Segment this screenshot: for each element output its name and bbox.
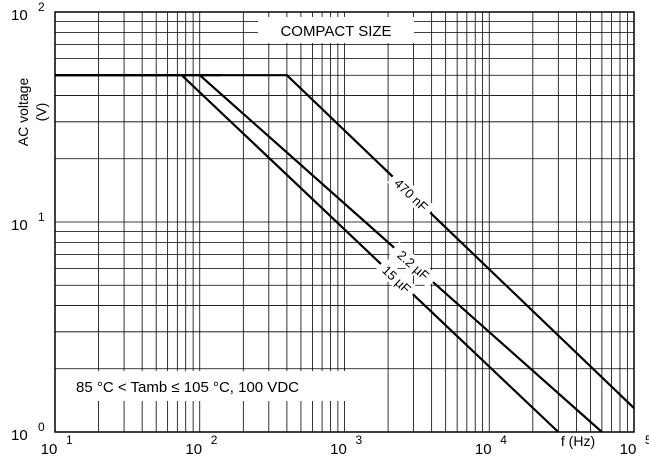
y-tick-label-0: 10 <box>11 427 28 444</box>
y-tick-label-1: 10 <box>11 217 28 234</box>
x-tick-exp-2: 3 <box>356 433 363 447</box>
x-tick-exp-0: 1 <box>66 433 73 447</box>
title-box-bg <box>258 17 414 43</box>
series-label-bg <box>387 170 436 219</box>
y-axis-label: AC voltage (V) <box>15 78 49 147</box>
annotation-bg <box>62 371 360 401</box>
y-tick-label-2: 10 <box>11 7 28 24</box>
x-tick-exp-1: 2 <box>211 433 218 447</box>
y-tick-exp-1: 1 <box>38 210 45 224</box>
series-label-bg <box>375 258 419 301</box>
x-tick-label-2: 10 <box>330 441 347 458</box>
annotation-box: 85 °C < Tamb ≤ 105 °C, 100 VDC <box>62 371 360 401</box>
x-axis-label: f (Hz) <box>561 433 595 449</box>
x-tick-label-3: 10 <box>475 441 492 458</box>
x-tick-label-4: 10 <box>620 441 637 458</box>
x-tick-exp-4: 5 <box>645 433 649 447</box>
x-tick-exp-3: 4 <box>500 433 507 447</box>
series-label-0: 470 nF <box>391 176 431 215</box>
y-tick-exp-2: 2 <box>38 0 45 14</box>
title-box: COMPACT SIZE <box>258 17 414 43</box>
x-tick-label-1: 10 <box>185 441 202 458</box>
tick-labels: 10 1 10 2 10 3 10 4 10 5 10 0 10 1 10 2 <box>11 0 649 458</box>
condition-annotation: 85 °C < Tamb ≤ 105 °C, 100 VDC <box>76 379 299 396</box>
series-line-2 <box>55 74 560 433</box>
y-tick-exp-0: 0 <box>38 420 45 434</box>
series-label-bg <box>388 241 439 289</box>
series-label-group-0: 470 nF <box>387 170 436 219</box>
y-axis-label-line1: AC voltage <box>15 78 31 147</box>
y-axis-label-line2: (V) <box>33 103 49 122</box>
plot-frame <box>54 11 635 433</box>
chart-title: COMPACT SIZE <box>280 23 391 40</box>
x-tick-label-0: 10 <box>41 441 58 458</box>
